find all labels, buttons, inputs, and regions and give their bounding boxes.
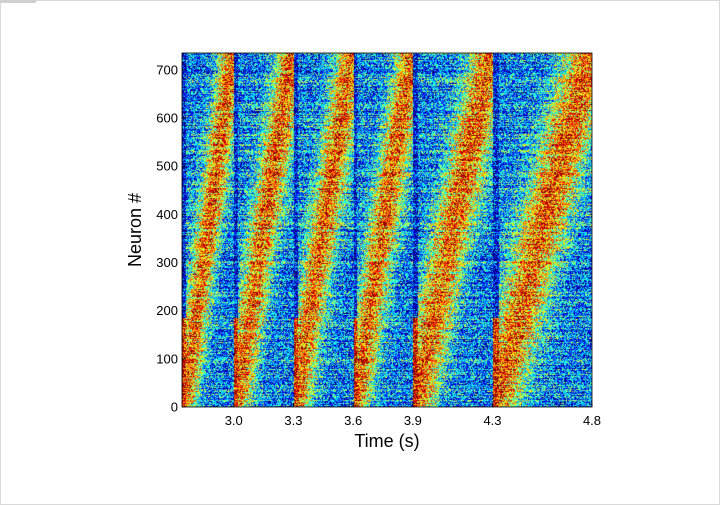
y-tick-label: 600 [156, 111, 178, 126]
y-axis-label: Neuron # [125, 193, 145, 267]
y-tick-label: 700 [156, 62, 178, 77]
y-tick-label: 300 [156, 255, 178, 270]
x-tick-label: 3.9 [404, 413, 422, 428]
plot-border [181, 52, 593, 408]
x-tick-label: 4.3 [483, 413, 501, 428]
y-tick-label: 500 [156, 159, 178, 174]
y-tick-label: 0 [171, 400, 178, 415]
x-tick-label: 3.0 [225, 413, 243, 428]
window-corner-tab [0, 0, 36, 3]
x-tick-label: 4.8 [583, 413, 601, 428]
x-tick-label: 3.3 [284, 413, 302, 428]
y-tick-label: 200 [156, 303, 178, 318]
axes: 0 100 200 300 400 500 600 700 3.0 3.3 3.6 3.9 4.3 4.8 [156, 52, 601, 428]
x-axis-label: Time (s) [354, 431, 419, 451]
y-tick-label: 400 [156, 207, 178, 222]
heatmap-canvas-holder [182, 53, 592, 407]
x-tick-label: 3.6 [344, 413, 362, 428]
y-tick-label: 100 [156, 351, 178, 366]
